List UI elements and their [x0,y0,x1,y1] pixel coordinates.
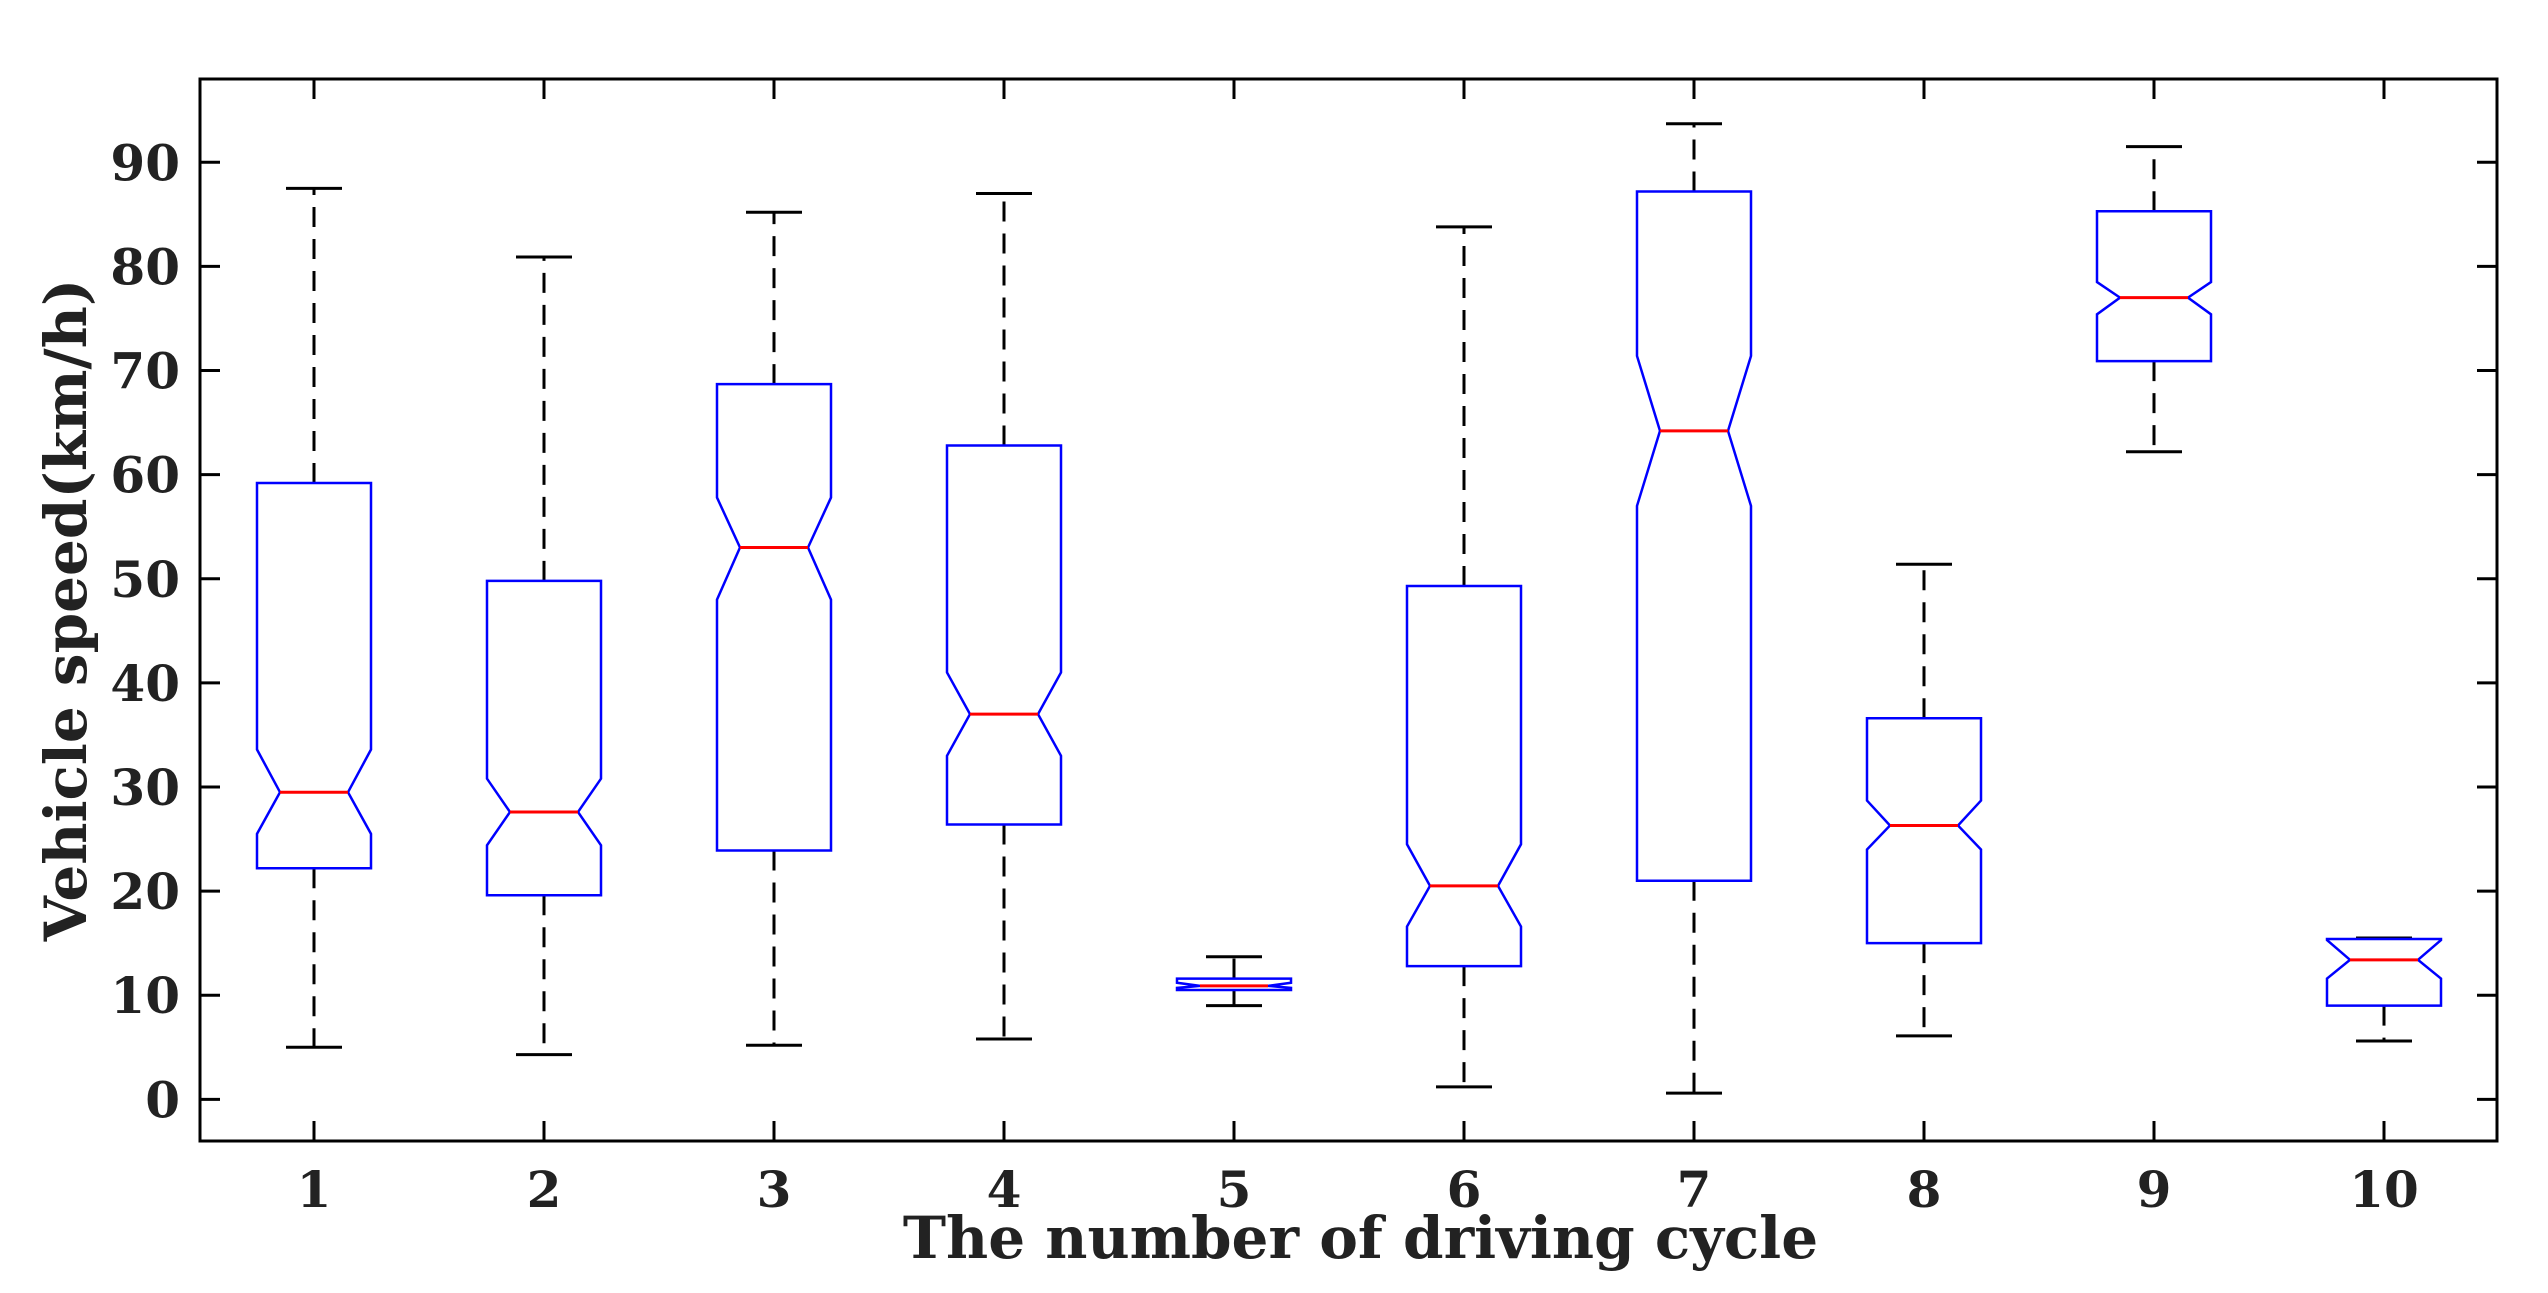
y-tick-label: 30 [110,758,180,817]
box-group-10 [2325,936,2443,1043]
x-tick-label: 4 [987,1160,1022,1219]
box-body [2325,937,2443,1007]
box-group-5 [1175,955,1293,1008]
box-group-4 [945,192,1063,1041]
box-body [1175,977,1293,992]
x-tick-label: 2 [527,1160,562,1219]
y-tick-label: 60 [110,446,180,505]
box-body [1635,190,1753,882]
box-body [2095,209,2213,363]
x-tick-label: 5 [1217,1160,1252,1219]
x-tick-label: 6 [1447,1160,1482,1219]
y-tick-label: 90 [110,133,180,192]
x-tick-label: 10 [2349,1160,2419,1219]
y-tick-label: 70 [110,342,180,401]
y-tick-label: 10 [110,966,180,1025]
tick-labels-layer: 0 10 20 30 40 50 60 70 80 90 1 2 3 4 5 6 7 8 9 10 [110,133,2418,1219]
y-tick-label: 0 [145,1070,180,1129]
box-group-7 [1635,122,1753,1095]
y-tick-label: 50 [110,550,180,609]
y-tick-label: 20 [110,862,180,921]
x-tick-label: 8 [1907,1160,1942,1219]
box-body [1405,584,1523,968]
y-axis-title: Vehicle speed(km/h) [32,279,100,943]
plot-area-frame [198,77,2499,1143]
boxes-layer [255,122,2443,1095]
x-tick-label: 1 [297,1160,332,1219]
y-tick-label: 80 [110,237,180,296]
box-group-9 [2095,145,2213,454]
box-group-3 [715,210,833,1047]
box-group-1 [255,186,373,1049]
x-tick-label: 3 [757,1160,792,1219]
box-body [255,481,373,870]
box-group-8 [1865,562,1983,1038]
x-tick-label: 7 [1677,1160,1712,1219]
box-body [485,579,603,897]
x-axis-title: The number of driving cycle [903,1204,1818,1272]
box-group-6 [1405,225,1523,1089]
ticks-layer [200,79,2497,1141]
box-body [1865,717,1983,945]
box-body [715,382,833,852]
box-body [945,444,1063,826]
box-group-2 [485,255,603,1057]
x-tick-label: 9 [2137,1160,2172,1219]
y-tick-label: 40 [110,654,180,713]
